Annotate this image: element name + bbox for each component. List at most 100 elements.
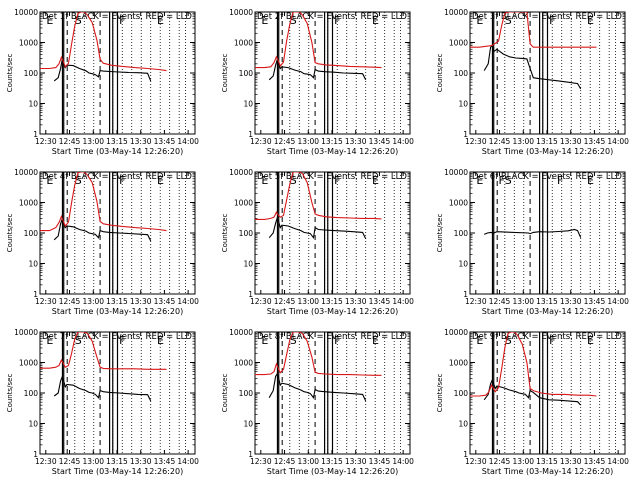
- series-lld-line: [255, 12, 382, 69]
- x-tick-label: 12:30: [465, 457, 487, 466]
- x-tick-label: 13:30: [560, 457, 582, 466]
- x-tick-label: 13:00: [297, 297, 319, 306]
- x-tick-label: 13:15: [321, 457, 343, 466]
- y-tick-label: 1: [463, 450, 468, 459]
- y-tick-label: 100: [24, 229, 39, 238]
- x-tick-label: 13:15: [536, 457, 558, 466]
- y-tick-label: 10: [458, 420, 468, 429]
- interval-label: E: [587, 334, 594, 347]
- interval-label: F: [549, 334, 555, 347]
- x-tick-label: 13:15: [321, 297, 343, 306]
- x-tick-label: 13:30: [130, 457, 152, 466]
- x-tick-label: 14:00: [177, 457, 199, 466]
- y-tick-label: 100: [239, 69, 254, 78]
- y-tick-label: 10000: [444, 168, 468, 177]
- interval-label: F: [334, 174, 340, 187]
- series-lld-line: [40, 172, 167, 232]
- y-tick-label: 100: [24, 389, 39, 398]
- x-tick-label: 13:30: [130, 297, 152, 306]
- x-tick-label: 14:00: [607, 137, 629, 146]
- series-events-line: [268, 58, 367, 81]
- x-tick-label: 13:15: [536, 137, 558, 146]
- y-tick-label: 100: [239, 229, 254, 238]
- x-tick-label: 14:00: [607, 297, 629, 306]
- x-tick-label: 12:45: [489, 137, 511, 146]
- x-tick-label: 13:45: [584, 297, 606, 306]
- y-tick-label: 1000: [19, 359, 38, 368]
- x-tick-label: 14:00: [392, 457, 414, 466]
- x-tick-label: 13:30: [345, 137, 367, 146]
- x-tick-label: 13:30: [345, 297, 367, 306]
- x-tick-label: 12:30: [250, 457, 272, 466]
- y-tick-label: 100: [239, 389, 254, 398]
- y-tick-label: 100: [454, 69, 469, 78]
- series-lld-line: [40, 332, 167, 370]
- y-tick-label: 10: [243, 260, 253, 269]
- x-tick-label: 12:30: [35, 137, 57, 146]
- y-tick-label: 10000: [229, 168, 253, 177]
- x-tick-label: 12:45: [489, 297, 511, 306]
- x-tick-label: 13:45: [369, 457, 391, 466]
- interval-label: S: [75, 174, 82, 187]
- y-axis-label: Counts/sec: [6, 374, 14, 413]
- x-axis-label: Start Time (03-May-14 12:26:20): [482, 307, 613, 316]
- interval-label: E: [261, 14, 268, 27]
- y-axis-label: Counts/sec: [6, 54, 14, 93]
- interval-label: S: [290, 174, 297, 187]
- series-events-line: [268, 372, 367, 402]
- x-tick-label: 14:00: [177, 297, 199, 306]
- interval-label: S: [75, 334, 82, 347]
- interval-label: F: [334, 334, 340, 347]
- x-tick-label: 13:30: [345, 457, 367, 466]
- interval-label: S: [505, 334, 512, 347]
- x-tick-label: 13:15: [536, 297, 558, 306]
- series-events-line: [53, 375, 152, 402]
- x-tick-label: 13:00: [512, 137, 534, 146]
- x-tick-label: 13:30: [560, 137, 582, 146]
- x-tick-label: 13:45: [369, 297, 391, 306]
- panel-5: Det 5f BLACK = Events, RED = LLDESFE1101…: [221, 168, 414, 316]
- interval-label: F: [498, 174, 504, 187]
- y-tick-label: 1: [248, 290, 253, 299]
- y-tick-label: 10000: [229, 328, 253, 337]
- x-tick-label: 14:00: [392, 297, 414, 306]
- interval-label: E: [587, 174, 594, 187]
- series-lld-line: [470, 332, 597, 397]
- series-lld-line: [470, 12, 597, 48]
- y-tick-label: 100: [454, 389, 469, 398]
- y-tick-label: 10000: [14, 8, 38, 17]
- panel-3: Det 3f BLACK = Events, RED = LLDESFE1101…: [436, 8, 629, 156]
- x-tick-label: 13:00: [82, 137, 104, 146]
- y-tick-label: 1000: [234, 359, 253, 368]
- y-tick-label: 1: [463, 130, 468, 139]
- y-tick-label: 1: [463, 290, 468, 299]
- interval-label: F: [119, 334, 125, 347]
- y-tick-label: 1: [248, 130, 253, 139]
- y-tick-label: 1000: [449, 199, 468, 208]
- interval-label: E: [46, 174, 53, 187]
- interval-label: E: [46, 334, 53, 347]
- y-tick-label: 10: [28, 420, 38, 429]
- interval-label: E: [476, 174, 483, 187]
- panel-9: Det 9f BLACK = Events, RED = LLDESFE1101…: [436, 328, 629, 476]
- interval-label: E: [587, 14, 594, 27]
- y-axis-label: Counts/sec: [221, 214, 229, 253]
- y-axis-label: Counts/sec: [436, 54, 444, 93]
- x-axis-label: Start Time (03-May-14 12:26:20): [267, 147, 398, 156]
- y-axis-label: Counts/sec: [436, 374, 444, 413]
- x-tick-label: 14:00: [392, 137, 414, 146]
- interval-label: E: [372, 14, 379, 27]
- x-tick-label: 13:30: [560, 297, 582, 306]
- x-tick-label: 12:45: [59, 297, 81, 306]
- panel-4: Det 4f BLACK = Events, RED = LLDESFE1101…: [6, 168, 199, 316]
- panel-6: Det 6f BLACK = Events, RED = LLDEFSFE110…: [436, 168, 629, 316]
- interval-label: E: [157, 14, 164, 27]
- x-tick-label: 13:30: [130, 137, 152, 146]
- interval-label: E: [261, 174, 268, 187]
- x-tick-label: 13:15: [106, 297, 128, 306]
- x-tick-label: 12:30: [465, 297, 487, 306]
- y-tick-label: 1: [33, 130, 38, 139]
- y-tick-label: 10: [243, 100, 253, 109]
- y-axis-label: Counts/sec: [436, 214, 444, 253]
